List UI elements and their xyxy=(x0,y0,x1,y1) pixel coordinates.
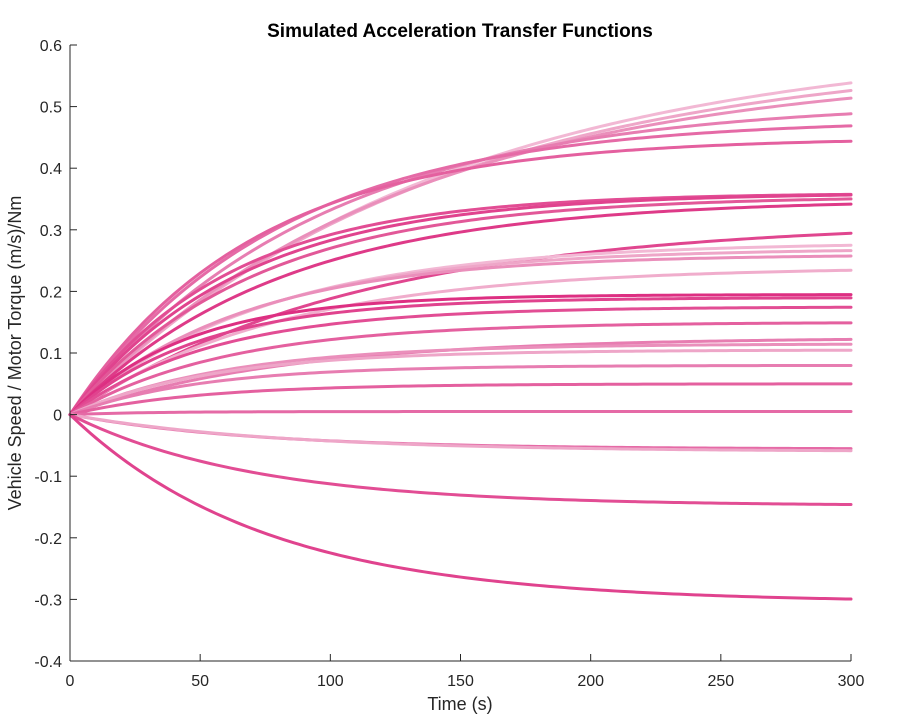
series-line-13 xyxy=(68,249,853,417)
x-tick-label-1: 50 xyxy=(191,673,209,690)
x-axis-label: Time (s) xyxy=(427,694,492,714)
series-line-29 xyxy=(68,413,853,601)
series-line-10 xyxy=(68,202,853,417)
series-line-15 xyxy=(68,268,853,417)
y-tick-label-9: 0.5 xyxy=(40,100,62,117)
axes: 0 50 100 150 200 250 300 -0.4 -0.3 -0.2 -0.1 0 0.1 0.… xyxy=(34,38,864,690)
series-line-16 xyxy=(68,293,853,417)
x-tick-label-0: 0 xyxy=(66,673,75,690)
series-line-18 xyxy=(68,305,853,417)
y-tick-label-1: -0.3 xyxy=(34,592,62,609)
series-line-14 xyxy=(68,254,853,417)
y-tick-label-10: 0.6 xyxy=(40,38,62,55)
x-tick-label-6: 300 xyxy=(838,673,865,690)
y-tick-label-2: -0.2 xyxy=(34,531,62,548)
series-line-27 xyxy=(68,413,853,453)
x-tick-label-4: 200 xyxy=(577,673,604,690)
y-tick-label-4: 0 xyxy=(53,408,62,425)
chart-title: Simulated Acceleration Transfer Function… xyxy=(267,21,653,42)
y-tick-label-3: -0.1 xyxy=(34,469,62,486)
y-tick-label-6: 0.2 xyxy=(40,284,62,301)
series-line-6 xyxy=(68,139,853,417)
x-tick-label-3: 150 xyxy=(447,673,474,690)
x-tick-label-5: 250 xyxy=(707,673,734,690)
y-axis-label: Vehicle Speed / Motor Torque (m/s)/Nm xyxy=(5,196,25,511)
series-line-24 xyxy=(68,382,853,417)
y-tick-label-5: 0.1 xyxy=(40,346,62,363)
x-tick-label-2: 100 xyxy=(317,673,344,690)
y-tick-label-0: -0.4 xyxy=(34,654,62,671)
series-line-28 xyxy=(68,413,853,507)
series-line-19 xyxy=(68,321,853,417)
series-line-22 xyxy=(68,348,853,417)
y-tick-label-8: 0.4 xyxy=(40,161,62,178)
series-line-5 xyxy=(68,124,853,417)
plot-lines xyxy=(68,81,853,601)
series-line-23 xyxy=(68,363,853,417)
y-tick-label-7: 0.3 xyxy=(40,223,62,240)
series-line-8 xyxy=(68,193,853,417)
series-line-9 xyxy=(68,197,853,417)
series-line-17 xyxy=(68,296,853,417)
series-line-25 xyxy=(68,410,853,417)
